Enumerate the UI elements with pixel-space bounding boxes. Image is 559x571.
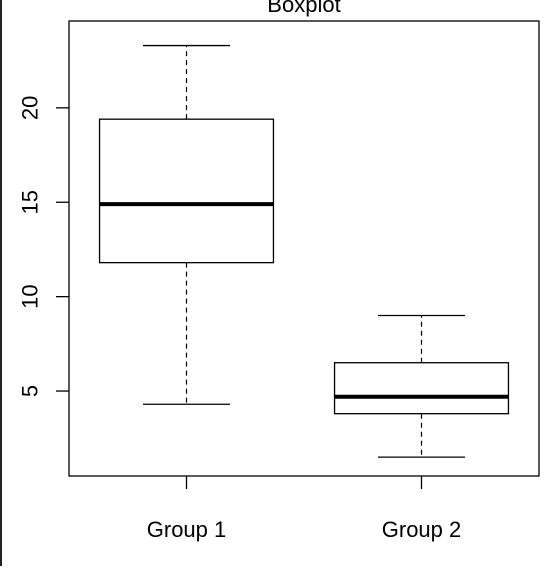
y-tick-label: 20 [18,96,43,120]
y-tick-label: 10 [18,284,43,308]
plot-area: 5 10 15 20 Group 1 Group 2 [18,20,540,542]
box-iqr [333,362,510,415]
chart-title: Boxplot [267,0,340,17]
plot-frame [68,20,540,477]
y-tick-label: 15 [18,190,43,214]
x-tick-label: Group 2 [382,517,462,542]
y-tick-label: 5 [18,385,43,397]
box-iqr [98,118,275,264]
x-tick-label: Group 1 [147,517,227,542]
